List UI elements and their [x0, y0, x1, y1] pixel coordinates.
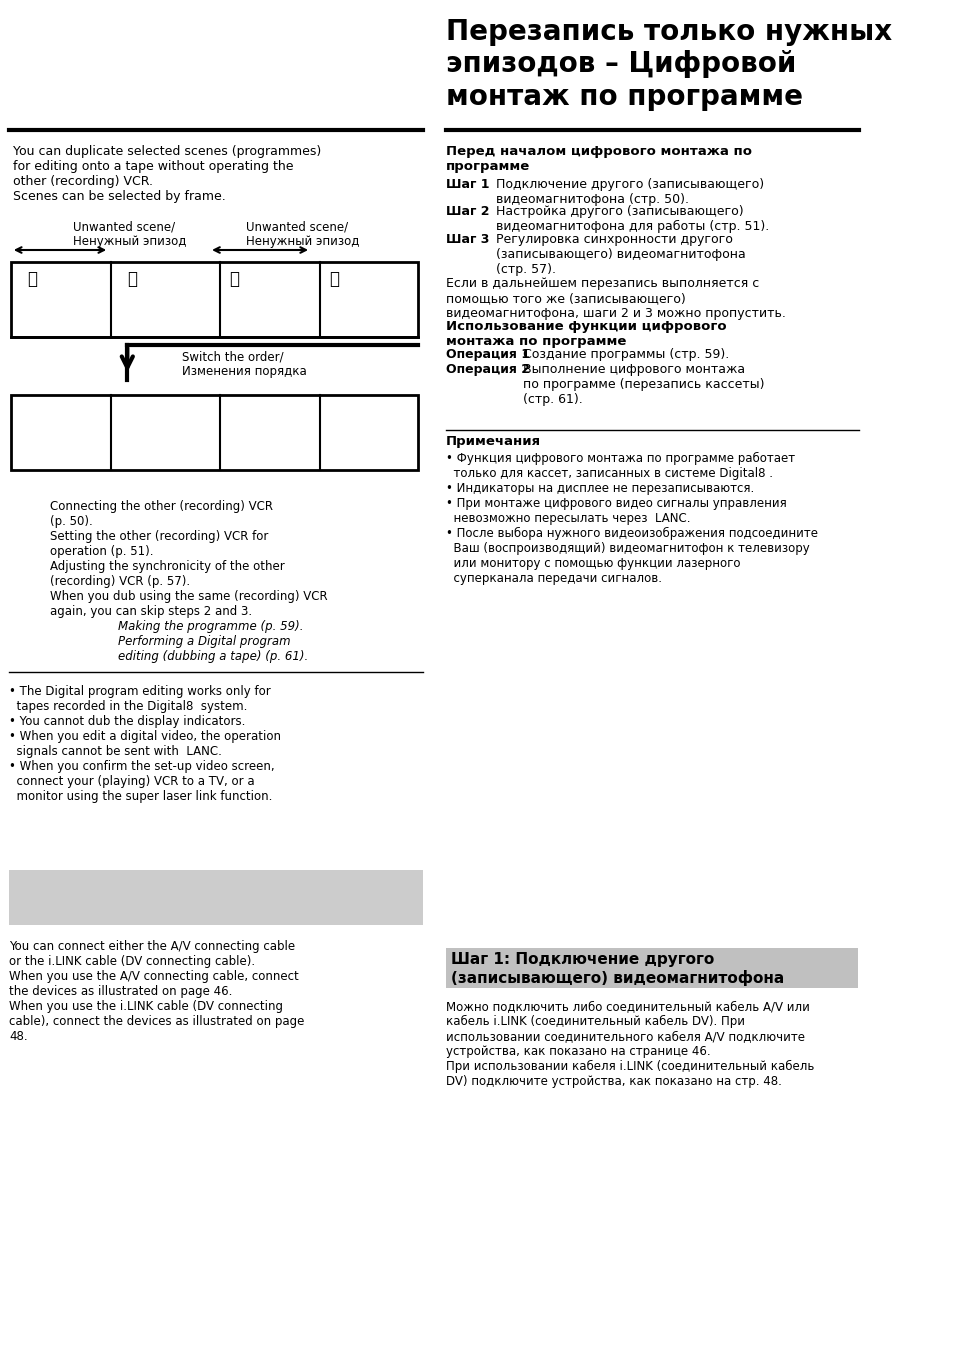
Text: Примечания: Примечания — [445, 435, 540, 448]
Bar — [445, 468, 858, 488]
Text: Выполнение цифрового монтажа
по программе (перезапись кассеты)
(стр. 61).: Выполнение цифрового монтажа по программ… — [522, 362, 763, 406]
Text: • The Digital program editing works only for
  tapes recorded in the Digital8  s: • The Digital program editing works only… — [10, 685, 281, 803]
Text: Операция 2: Операция 2 — [445, 362, 529, 376]
Text: 🏠: 🏠 — [329, 270, 339, 288]
Text: Операция 1: Операция 1 — [445, 347, 529, 361]
Text: You can duplicate selected scenes (programmes)
for editing onto a tape without o: You can duplicate selected scenes (progr… — [12, 145, 320, 203]
Text: Перезапись только нужных
эпизодов – Цифровой
монтаж по программе: Перезапись только нужных эпизодов – Цифр… — [445, 18, 891, 111]
Text: Если в дальнейшем перезапись выполняется с
помощью того же (записывающего)
видео: Если в дальнейшем перезапись выполняется… — [445, 277, 784, 320]
Text: ⛷: ⛷ — [127, 270, 137, 288]
Text: Шаг 1: Подключение другого
(записывающего) видеомагнитофона: Шаг 1: Подключение другого (записывающег… — [451, 952, 783, 986]
Text: Использование функции цифрового
монтажа по программе: Использование функции цифрового монтажа … — [445, 320, 725, 347]
Text: Перед началом цифрового монтажа по
программе: Перед началом цифрового монтажа по прогр… — [445, 145, 751, 173]
Text: Unwanted scene/
Ненужный эпизод: Unwanted scene/ Ненужный эпизод — [72, 220, 186, 247]
Bar — [10, 262, 417, 337]
Bar — [10, 869, 422, 925]
Text: Подключение другого (записывающего)
видеомагнитофона (стр. 50).: Подключение другого (записывающего) виде… — [495, 178, 763, 206]
Text: Шаг 1: Шаг 1 — [445, 178, 489, 191]
Text: Switch the order/
Изменения порядка: Switch the order/ Изменения порядка — [182, 350, 306, 379]
Bar — [10, 395, 417, 470]
Text: Connecting the other (recording) VCR
(p. 50).
Setting the other (recording) VCR : Connecting the other (recording) VCR (p.… — [50, 500, 327, 618]
Text: Можно подключить либо соединительный кабель A/V или
кабель i.LINK (соединительны: Можно подключить либо соединительный каб… — [445, 1000, 813, 1088]
Text: • Функция цифрового монтажа по программе работает
  только для кассет, записанны: • Функция цифрового монтажа по программе… — [445, 452, 817, 585]
Text: Unwanted scene/
Ненужный эпизод: Unwanted scene/ Ненужный эпизод — [245, 220, 358, 247]
Text: Шаг 2: Шаг 2 — [445, 206, 489, 218]
Text: You can connect either the A/V connecting cable
or the i.LINK cable (DV connecti: You can connect either the A/V connectin… — [10, 940, 304, 1042]
Text: 🏔: 🏔 — [28, 270, 37, 288]
Text: Шаг 3: Шаг 3 — [445, 233, 489, 246]
Text: Настройка другого (записывающего)
видеомагнитофона для работы (стр. 51).: Настройка другого (записывающего) видеом… — [495, 206, 768, 233]
Text: Создание программы (стр. 59).: Создание программы (стр. 59). — [522, 347, 728, 361]
Text: ⛷: ⛷ — [229, 270, 239, 288]
Text: Making the programme (p. 59).
Performing a Digital program
editing (dubbing a ta: Making the programme (p. 59). Performing… — [118, 621, 308, 662]
Text: Регулировка синхронности другого
(записывающего) видеомагнитофона
(стр. 57).: Регулировка синхронности другого (записы… — [495, 233, 744, 276]
Bar — [445, 948, 858, 988]
